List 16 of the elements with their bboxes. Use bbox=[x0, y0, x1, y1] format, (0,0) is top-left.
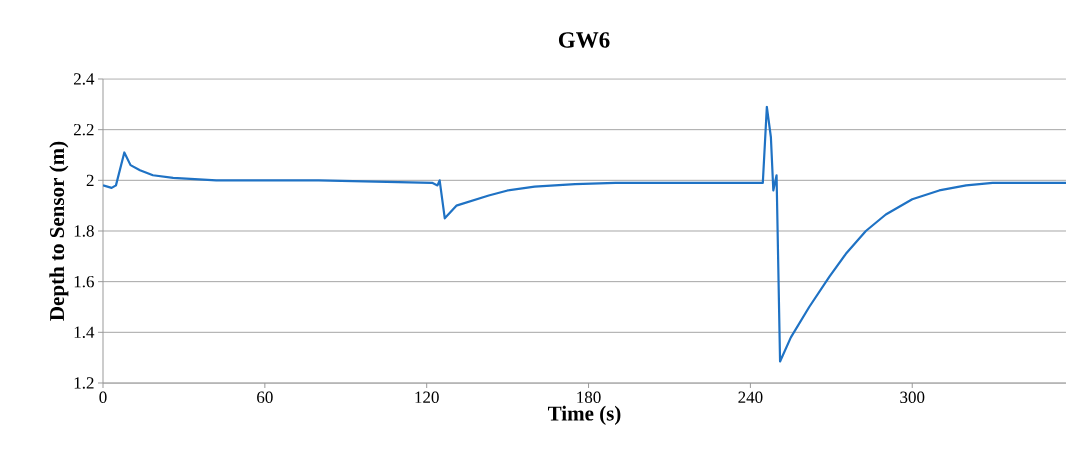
y-axis-title: Depth to Sensor (m) bbox=[49, 141, 69, 321]
y-tick-label: 2 bbox=[86, 174, 94, 186]
y-tick-label: 1.4 bbox=[74, 326, 95, 339]
chart-title: GW6 bbox=[558, 32, 610, 48]
y-tick-label: 1.8 bbox=[74, 225, 94, 237]
x-axis-title: Time (s) bbox=[547, 405, 621, 425]
x-tick-label: 300 bbox=[900, 391, 925, 403]
y-tick-label: 1.2 bbox=[74, 377, 94, 389]
x-tick-label: 180 bbox=[577, 391, 601, 403]
x-tick-label: 120 bbox=[415, 391, 439, 403]
x-tick-label: 60 bbox=[257, 391, 273, 403]
x-tick-label: 240 bbox=[738, 391, 763, 403]
y-tick-label: 2.4 bbox=[73, 73, 95, 85]
y-tick-label: 1.6 bbox=[74, 275, 94, 288]
x-tick-label: 0 bbox=[99, 391, 107, 403]
y-tick-label: 2.2 bbox=[73, 123, 94, 136]
